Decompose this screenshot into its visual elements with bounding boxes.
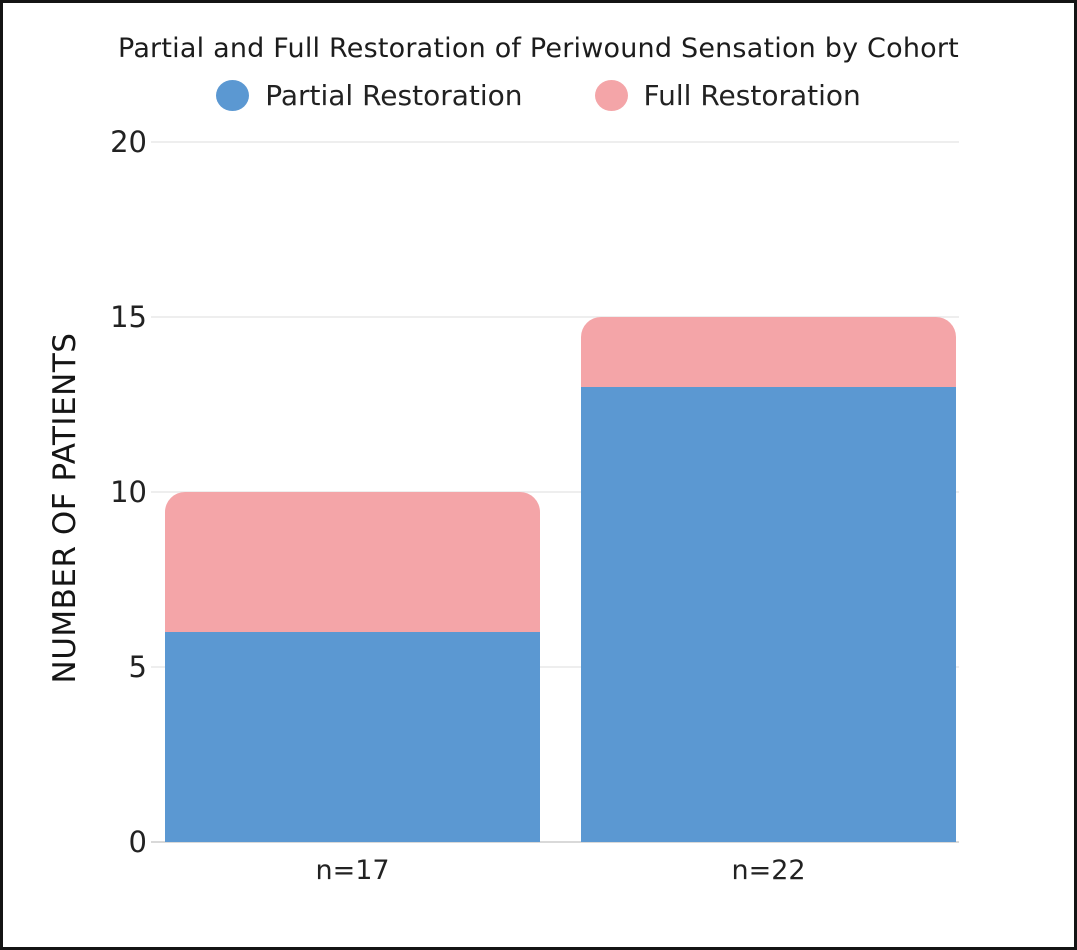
gridline-y-20 [151,141,959,143]
y-tick-label-20: 20 [110,125,147,159]
y-tick-label-15: 15 [110,300,147,334]
chart-title: Partial and Full Restoration of Periwoun… [118,33,959,64]
bar-n=17 [165,492,540,842]
y-tick-label-0: 0 [128,825,147,859]
plot-area: 0 5 10 15 20 n=17 n=22 [110,125,959,886]
bar-n=22 [581,317,956,842]
gridline-y-10 [151,491,959,493]
legend-label-full: Full Restoration [643,79,861,112]
y-tick-label-5: 5 [128,650,147,684]
y-tick-label-10: 10 [110,475,147,509]
gridline-y-15 [151,316,959,318]
bar-segment-partial-restoration-n=17 [165,632,540,842]
legend-item-full-restoration: Full Restoration [594,79,861,112]
y-axis-title: NUMBER OF PATIENTS [47,332,83,684]
legend-swatch-full-icon [594,80,628,111]
x-axis-baseline [151,841,959,843]
bar-segment-full-restoration-n=22 [581,317,956,387]
gridline-y-5 [151,666,959,668]
bar-segment-full-restoration-n=17 [165,492,540,632]
bar-segment-partial-restoration-n=22 [581,387,956,842]
legend-label-partial: Partial Restoration [265,79,523,112]
x-tick-label-n=17: n=17 [315,855,390,886]
legend: Partial Restoration Full Restoration [3,79,1074,112]
legend-swatch-partial-icon [216,80,250,111]
x-tick-label-n=22: n=22 [731,855,806,886]
legend-item-partial-restoration: Partial Restoration [216,79,523,112]
